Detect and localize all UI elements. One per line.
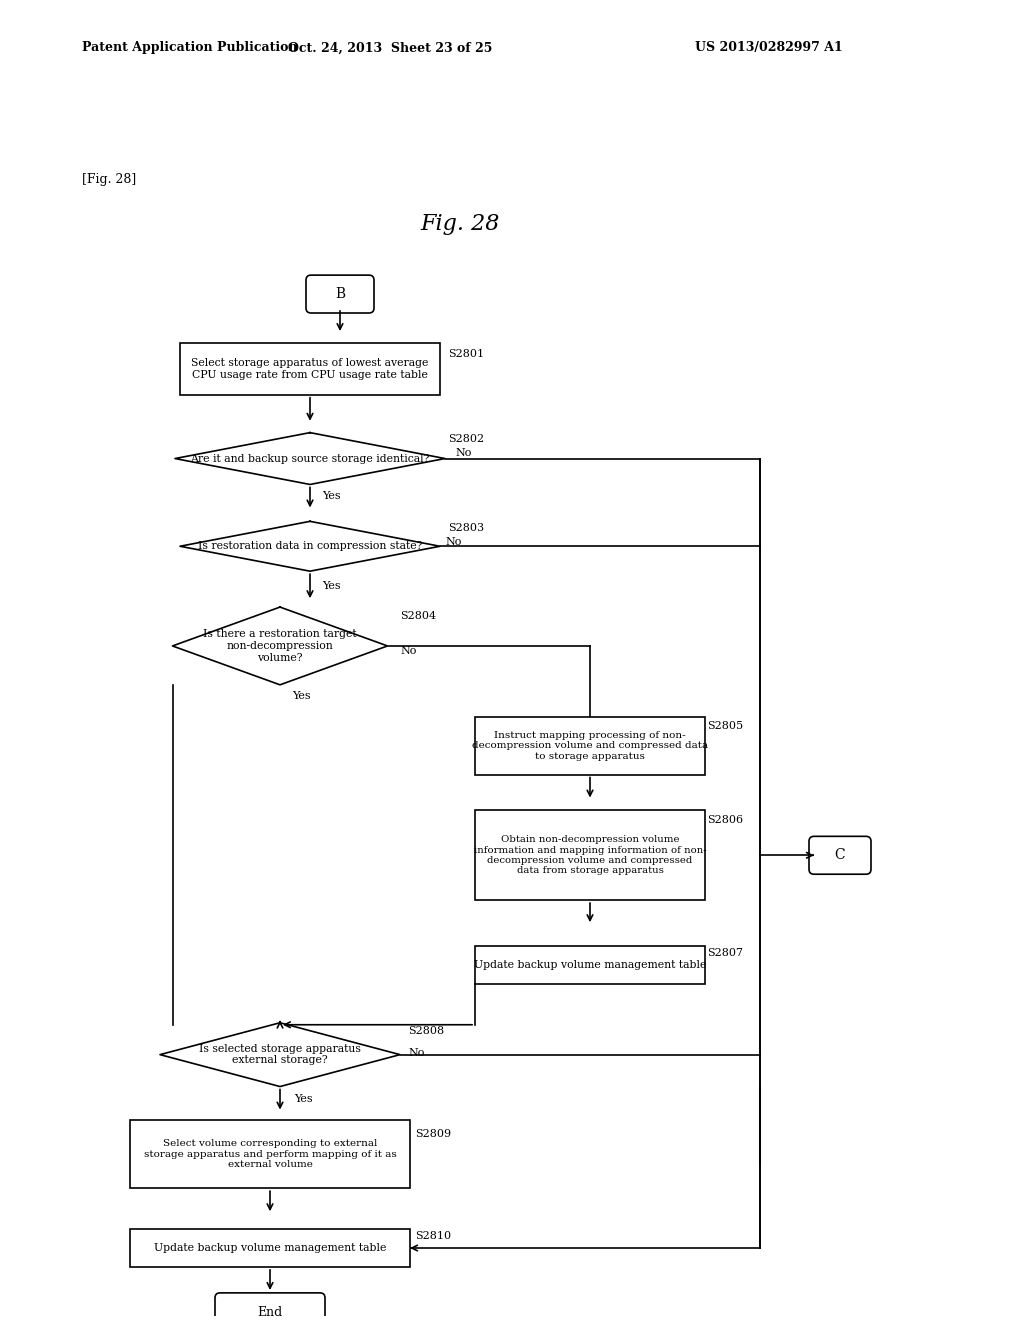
Text: B: B — [335, 286, 345, 301]
Text: Yes: Yes — [292, 690, 310, 701]
Text: Select storage apparatus of lowest average
CPU usage rate from CPU usage rate ta: Select storage apparatus of lowest avera… — [191, 358, 429, 380]
Text: No: No — [445, 537, 462, 548]
Text: S2807: S2807 — [707, 948, 743, 958]
Text: Fig. 28: Fig. 28 — [420, 214, 500, 235]
Text: Yes: Yes — [294, 1094, 312, 1105]
Text: Is there a restoration target
non-decompression
volume?: Is there a restoration target non-decomp… — [203, 630, 356, 663]
Text: Update backup volume management table: Update backup volume management table — [154, 1243, 386, 1253]
Text: S2801: S2801 — [449, 348, 484, 359]
Text: S2810: S2810 — [415, 1232, 452, 1241]
Text: Is restoration data in compression state?: Is restoration data in compression state… — [198, 541, 422, 552]
Text: Select volume corresponding to external
storage apparatus and perform mapping of: Select volume corresponding to external … — [143, 1139, 396, 1170]
Text: No: No — [400, 645, 417, 656]
Text: Instruct mapping processing of non-
decompression volume and compressed data
to : Instruct mapping processing of non- deco… — [472, 731, 708, 760]
Text: S2805: S2805 — [707, 721, 743, 731]
Text: Patent Application Publication: Patent Application Publication — [82, 41, 298, 54]
Bar — [475, 946, 705, 983]
Text: Yes: Yes — [322, 581, 341, 591]
Text: C: C — [835, 849, 846, 862]
FancyBboxPatch shape — [809, 837, 871, 874]
Polygon shape — [180, 521, 440, 572]
FancyBboxPatch shape — [306, 275, 374, 313]
Text: Update backup volume management table: Update backup volume management table — [474, 960, 707, 970]
Text: S2806: S2806 — [707, 816, 743, 825]
Text: S2802: S2802 — [449, 433, 484, 444]
Text: S2803: S2803 — [449, 523, 484, 533]
Text: S2804: S2804 — [400, 611, 436, 620]
Bar — [475, 810, 705, 900]
Text: End: End — [257, 1307, 283, 1319]
Text: S2808: S2808 — [408, 1026, 444, 1036]
Text: S2809: S2809 — [415, 1130, 452, 1139]
Text: No: No — [455, 447, 471, 458]
Text: [Fig. 28]: [Fig. 28] — [82, 173, 136, 186]
Polygon shape — [172, 607, 387, 685]
Text: Are it and backup source storage identical?: Are it and backup source storage identic… — [190, 454, 430, 463]
Text: Is selected storage apparatus
external storage?: Is selected storage apparatus external s… — [199, 1044, 360, 1065]
Polygon shape — [160, 1023, 400, 1086]
Bar — [130, 1121, 410, 1188]
Text: Oct. 24, 2013  Sheet 23 of 25: Oct. 24, 2013 Sheet 23 of 25 — [288, 41, 493, 54]
Bar — [180, 343, 440, 395]
Text: Yes: Yes — [322, 491, 341, 502]
Bar — [130, 1229, 410, 1267]
Text: Obtain non-decompression volume
information and mapping information of non-
deco: Obtain non-decompression volume informat… — [474, 836, 707, 875]
Polygon shape — [175, 433, 445, 484]
Bar — [475, 717, 705, 775]
FancyBboxPatch shape — [215, 1292, 325, 1320]
Text: No: No — [408, 1048, 424, 1057]
Text: US 2013/0282997 A1: US 2013/0282997 A1 — [695, 41, 843, 54]
